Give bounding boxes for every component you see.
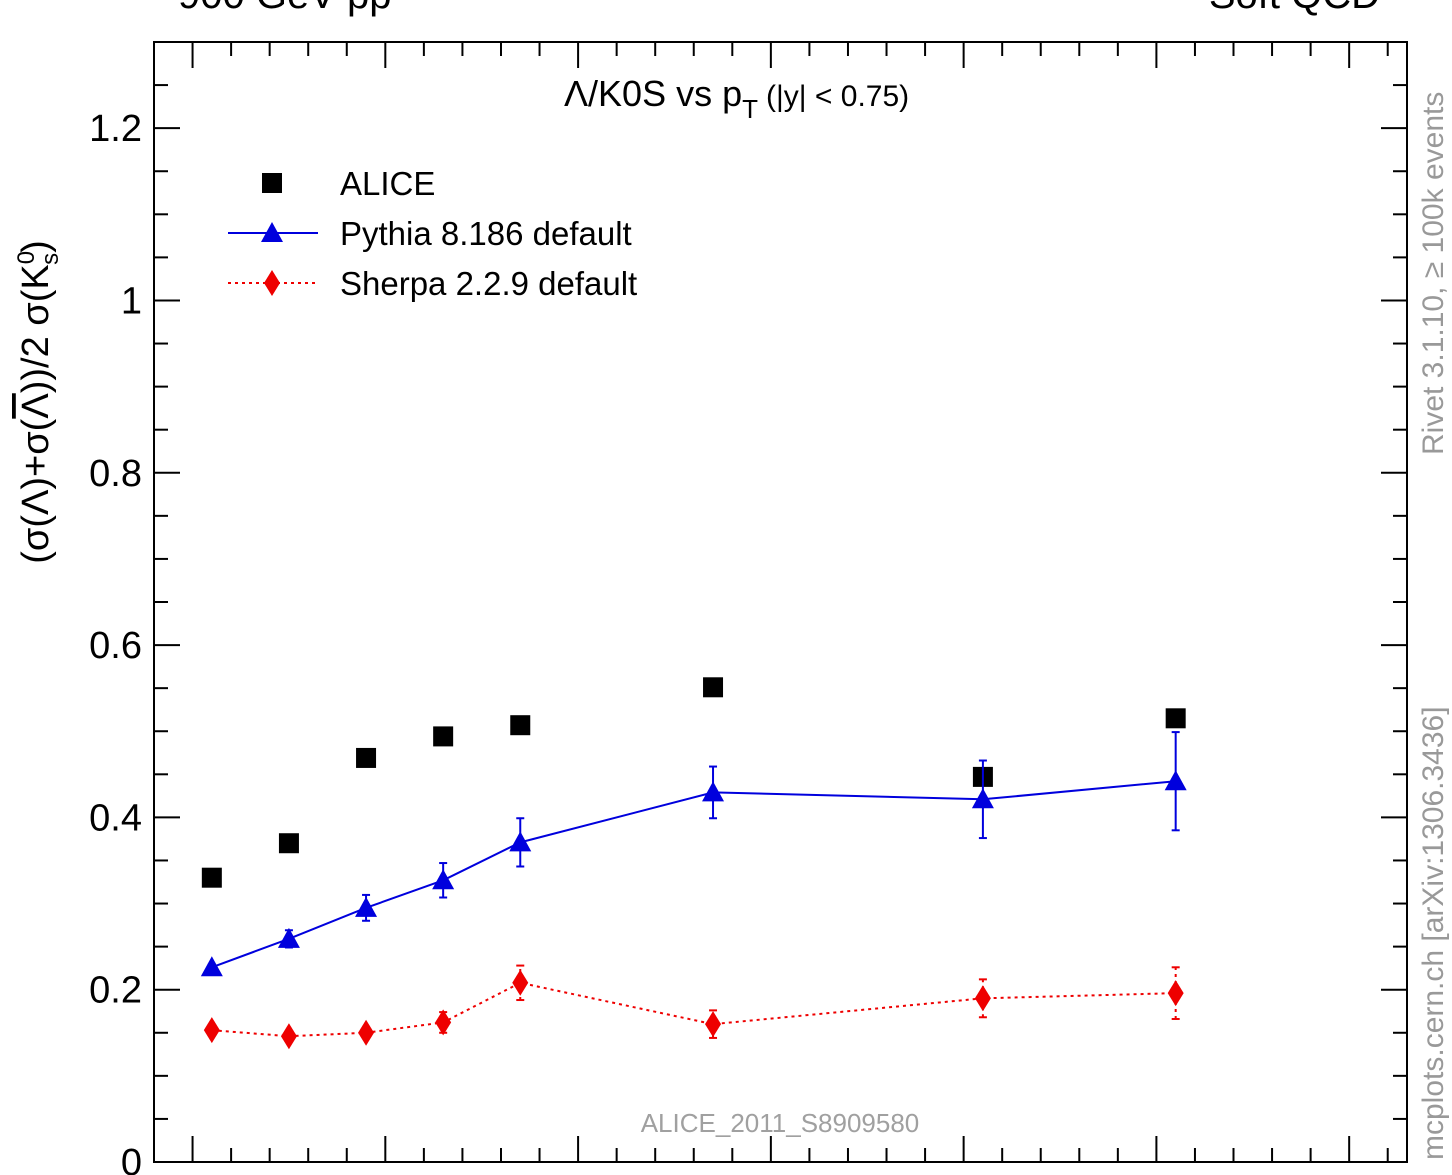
plot-frame bbox=[153, 41, 1408, 1163]
legend-marker bbox=[262, 173, 282, 193]
y-label-sup: 0 bbox=[13, 251, 40, 264]
data-point bbox=[974, 985, 991, 1012]
y-axis-label: (σ(Λ)+σ(Λ))/2 σ(K0s) bbox=[13, 240, 64, 564]
title-sub: T bbox=[742, 94, 758, 124]
legend-marker bbox=[264, 270, 280, 296]
data-point bbox=[433, 726, 454, 747]
legend-marker bbox=[261, 222, 283, 242]
y-tick-label: 0.2 bbox=[89, 970, 142, 1012]
y-label-main: (σ(Λ)+σ( bbox=[15, 418, 57, 563]
data-point bbox=[277, 927, 300, 948]
y-tick-label: 1.2 bbox=[89, 108, 142, 150]
series-layer bbox=[200, 677, 1187, 1050]
y-label-sub: s bbox=[37, 253, 64, 265]
chart-title: Λ/K0S vs pT (|y| < 0.75) bbox=[564, 73, 909, 124]
y-label-mid: ))/2 σ(K bbox=[15, 264, 57, 393]
header-right-text: Soft QCD bbox=[1209, 0, 1380, 17]
series-line bbox=[211, 780, 1176, 969]
data-point bbox=[280, 1023, 297, 1050]
svg-text:(σ(Λ)+σ(Λ))/2 σ(K0s): (σ(Λ)+σ(Λ))/2 σ(K0s) bbox=[13, 240, 64, 564]
series-1 bbox=[200, 731, 1187, 977]
data-point bbox=[203, 1017, 220, 1044]
data-point bbox=[278, 833, 299, 854]
y-label-close: ) bbox=[15, 240, 57, 253]
data-point bbox=[432, 869, 455, 890]
data-point bbox=[358, 1019, 375, 1046]
data-point bbox=[971, 788, 994, 809]
data-point bbox=[510, 715, 531, 736]
data-point bbox=[705, 1011, 722, 1038]
header-left-text: 900 GeV pp bbox=[178, 0, 392, 17]
data-point bbox=[200, 956, 223, 977]
data-point bbox=[703, 677, 724, 698]
data-point bbox=[512, 969, 529, 996]
y-tick-label: 0 bbox=[121, 1142, 142, 1175]
series-2 bbox=[203, 964, 1184, 1050]
x-axis bbox=[191, 42, 1389, 1162]
data-point bbox=[356, 747, 377, 768]
side-text-top: Rivet 3.1.10, ≥ 100k events bbox=[1417, 92, 1450, 455]
y-tick-label: 1 bbox=[121, 280, 142, 322]
data-point bbox=[435, 1009, 452, 1036]
side-text-bottom: mcplots.cern.ch [arXiv:1306.3436] bbox=[1417, 706, 1450, 1160]
legend-label: Pythia 8.186 default bbox=[340, 215, 632, 252]
y-tick-label: 0.8 bbox=[89, 453, 142, 495]
legend-label: Sherpa 2.2.9 default bbox=[340, 265, 637, 302]
title-main: Λ/K0S vs p bbox=[564, 73, 742, 114]
data-point bbox=[1164, 770, 1187, 791]
legend-label: ALICE bbox=[340, 165, 435, 202]
legend: ALICE Pythia 8.186 default Sherpa 2.2.9 de… bbox=[228, 165, 637, 302]
data-point bbox=[201, 867, 222, 888]
title-suffix: (|y| < 0.75) bbox=[766, 80, 909, 113]
y-tick-label: 0.4 bbox=[89, 797, 142, 839]
series-line bbox=[211, 981, 1176, 1038]
data-point bbox=[355, 896, 378, 917]
y-axis: 0 0.2 0.4 0.6 0.8 1 1.2 bbox=[89, 41, 1407, 1175]
data-point bbox=[509, 831, 532, 852]
y-label-overline: Λ bbox=[15, 393, 57, 419]
series-0 bbox=[201, 677, 1186, 888]
data-point bbox=[1165, 708, 1186, 729]
data-point bbox=[1167, 980, 1184, 1007]
data-point bbox=[702, 781, 725, 802]
y-tick-label: 0.6 bbox=[89, 625, 142, 667]
analysis-label: ALICE_2011_S8909580 bbox=[641, 1108, 920, 1138]
